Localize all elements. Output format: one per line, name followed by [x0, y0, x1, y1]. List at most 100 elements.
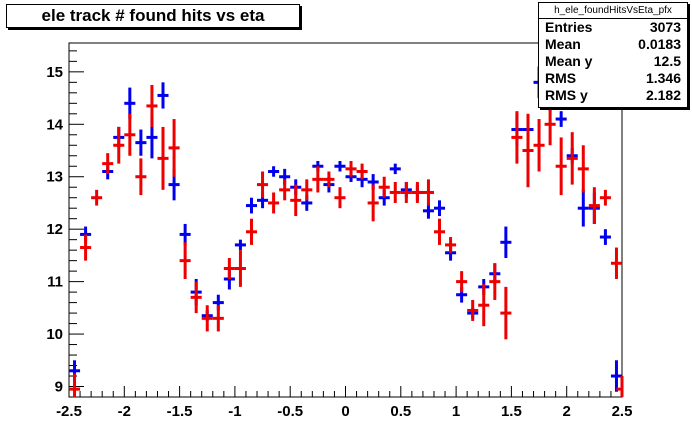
data-point: [290, 184, 302, 217]
data-point: [610, 247, 622, 279]
data-point: [599, 189, 611, 206]
data-point: [467, 299, 479, 321]
data-point: [245, 218, 258, 245]
data-point: [190, 281, 202, 314]
x-tick-label: 2.5: [612, 403, 633, 420]
data-point: [566, 132, 578, 185]
stats-label: RMS y: [545, 87, 588, 103]
data-point: [124, 87, 136, 120]
stats-row: Mean y 12.5: [539, 53, 687, 70]
data-point: [91, 189, 103, 206]
stats-histogram-name: h_ele_foundHitsVsEta_pfx: [539, 3, 687, 19]
data-point: [400, 181, 412, 203]
data-point: [80, 234, 92, 261]
data-point: [279, 179, 291, 201]
x-tick-label: 1.5: [501, 403, 522, 420]
stats-value: 0.0183: [638, 36, 681, 52]
data-point: [555, 111, 567, 127]
y-tick-label: 11: [47, 274, 63, 291]
data-point: [378, 176, 390, 198]
data-point: [367, 184, 379, 222]
y-tick-label: 13: [46, 169, 63, 186]
data-point: [445, 237, 457, 253]
stats-row: Entries 3073: [539, 19, 687, 36]
stats-label: RMS: [545, 70, 577, 86]
stats-row: RMS 1.346: [539, 70, 687, 87]
stats-value: 3073: [649, 19, 681, 35]
data-point: [135, 158, 147, 196]
stats-value: 12.5: [653, 53, 681, 69]
data-point: [168, 119, 180, 177]
data-point: [301, 179, 313, 201]
data-point: [389, 181, 401, 203]
data-point: [179, 242, 191, 279]
y-tick-label: 12: [46, 221, 63, 238]
data-point: [268, 166, 280, 177]
data-point: [135, 129, 147, 156]
stats-label: Mean y: [545, 53, 593, 69]
x-tick-label: 2: [563, 403, 571, 420]
data-point: [157, 126, 169, 190]
data-point: [157, 82, 169, 109]
stats-row: Mean 0.0183: [539, 36, 687, 53]
data-point: [334, 187, 346, 209]
data-point: [500, 226, 512, 259]
stats-label: Entries: [545, 19, 593, 35]
data-point: [212, 305, 224, 332]
data-point: [234, 239, 246, 251]
stats-box: h_ele_foundHitsVsEta_pfx Entries 3073 Me…: [538, 2, 688, 108]
data-point: [113, 126, 125, 164]
data-point: [489, 263, 501, 300]
data-point: [533, 119, 545, 172]
x-tick-label: -2.5: [56, 403, 82, 420]
data-point: [433, 200, 446, 217]
data-point: [500, 286, 512, 340]
data-point: [234, 250, 246, 287]
data-point: [389, 163, 401, 175]
data-point: [356, 163, 368, 180]
data-point: [616, 376, 624, 397]
x-tick-label: -1.5: [167, 403, 193, 420]
y-tick-label: 9: [55, 379, 63, 396]
x-tick-label: -1: [228, 403, 241, 420]
data-point: [577, 145, 589, 193]
y-tick-label: 15: [46, 64, 63, 81]
data-point: [478, 284, 490, 327]
data-point: [345, 161, 357, 177]
data-point: [323, 171, 335, 188]
data-point: [456, 271, 468, 293]
x-tick-label: 1: [452, 403, 460, 420]
data-points: [69, 66, 624, 397]
data-point: [610, 360, 622, 392]
data-point: [102, 153, 114, 175]
stats-label: Mean: [545, 36, 581, 52]
data-point: [312, 166, 324, 193]
x-tick-label: -0.5: [277, 403, 303, 420]
data-point: [588, 187, 600, 224]
data-point: [69, 373, 81, 397]
stats-value: 2.182: [645, 87, 681, 103]
plot-axes: -2.5 -2 -1.5 -1 -0.5 0 0.5 1 1.5 2 2.5 9 10 11 12 13 14 1…: [46, 42, 633, 420]
y-tick-label: 10: [46, 326, 63, 343]
y-tick-label: 14: [46, 116, 63, 133]
x-tick-label: 0: [341, 403, 349, 420]
data-point: [268, 192, 280, 214]
x-tick-label: -2: [118, 403, 131, 420]
data-point: [245, 197, 258, 214]
data-point: [599, 229, 611, 245]
data-point: [124, 113, 136, 156]
data-point: [433, 218, 446, 245]
data-point: [422, 179, 434, 206]
x-tick-label: 0.5: [390, 403, 411, 420]
data-point: [179, 223, 191, 245]
data-point: [411, 181, 423, 203]
data-point: [146, 84, 158, 127]
chart-title: ele track # found hits vs eta: [6, 4, 300, 28]
data-point: [334, 161, 346, 172]
data-point: [544, 103, 556, 146]
data-point: [223, 258, 235, 279]
data-point: [511, 111, 523, 164]
data-point: [201, 305, 213, 332]
stats-row: RMS y 2.182: [539, 87, 687, 104]
